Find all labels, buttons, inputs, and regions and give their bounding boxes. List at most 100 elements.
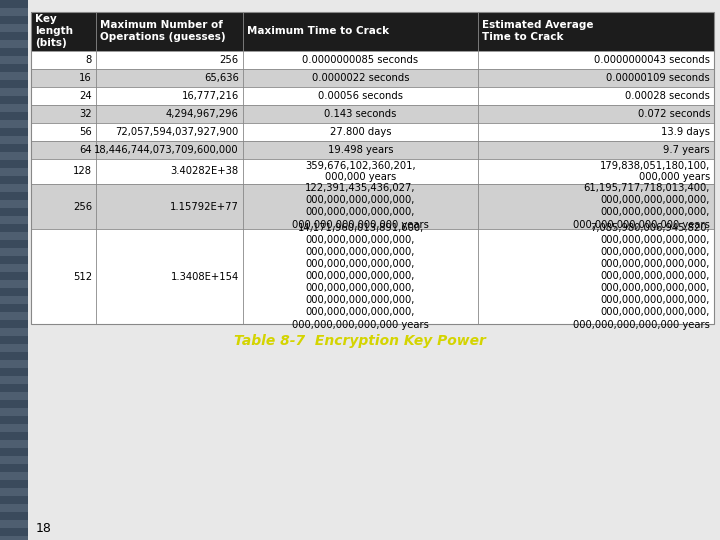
Bar (0, 408, 28, 416)
Bar (0, 368, 28, 376)
Bar (31, 141, 714, 159)
Bar (0, 312, 28, 320)
Bar (0, 160, 28, 168)
Bar (0, 144, 28, 152)
Bar (0, 176, 28, 184)
Text: 3.40282E+38: 3.40282E+38 (171, 166, 239, 177)
Bar (0, 352, 28, 360)
Text: 19.498 years: 19.498 years (328, 145, 393, 155)
Text: 359,676,102,360,201,
000,000 years: 359,676,102,360,201, 000,000 years (305, 160, 416, 183)
Bar (0, 224, 28, 232)
Text: 122,391,435,436,027,
000,000,000,000,000,
000,000,000,000,000,
000,000,000,000,0: 122,391,435,436,027, 000,000,000,000,000… (292, 184, 429, 230)
Bar (31, 229, 714, 324)
Bar (0, 344, 28, 352)
Text: 18,446,744,073,709,600,000: 18,446,744,073,709,600,000 (94, 145, 239, 155)
Bar (0, 88, 28, 96)
Bar (0, 16, 28, 24)
Bar (0, 528, 28, 536)
Text: 64: 64 (79, 145, 92, 155)
Bar (0, 320, 28, 328)
Bar (0, 448, 28, 456)
Text: 179,838,051,180,100,
000,000 years: 179,838,051,180,100, 000,000 years (600, 160, 710, 183)
Bar (31, 12, 714, 51)
Bar (0, 432, 28, 440)
Bar (0, 304, 28, 312)
Bar (0, 152, 28, 160)
Bar (0, 400, 28, 408)
Bar (0, 504, 28, 512)
Bar (0, 240, 28, 248)
Text: 16: 16 (79, 73, 92, 83)
Bar (0, 456, 28, 464)
Text: 0.0000022 seconds: 0.0000022 seconds (312, 73, 409, 83)
Bar (0, 56, 28, 64)
Bar (0, 200, 28, 208)
Text: Maximum Number of
Operations (guesses): Maximum Number of Operations (guesses) (100, 21, 225, 43)
Bar (31, 69, 714, 87)
Text: 27.800 days: 27.800 days (330, 127, 391, 137)
Text: 0.00000109 seconds: 0.00000109 seconds (606, 73, 710, 83)
Bar (0, 256, 28, 264)
Text: Table 8-7  Encryption Key Power: Table 8-7 Encryption Key Power (234, 334, 486, 348)
Bar (31, 159, 714, 184)
Bar (0, 96, 28, 104)
Bar (0, 264, 28, 272)
Text: 16,777,216: 16,777,216 (181, 91, 239, 101)
Text: 0.072 seconds: 0.072 seconds (637, 109, 710, 119)
Bar (0, 104, 28, 112)
Bar (0, 336, 28, 344)
Bar (0, 496, 28, 504)
Bar (0, 128, 28, 136)
Bar (0, 232, 28, 240)
Bar (0, 216, 28, 224)
Bar (31, 87, 714, 105)
Text: 0.00056 seconds: 0.00056 seconds (318, 91, 403, 101)
Text: 7,085,980,006,945,820,
000,000,000,000,000,
000,000,000,000,000,
000,000,000,000: 7,085,980,006,945,820, 000,000,000,000,0… (573, 224, 710, 329)
Bar (0, 64, 28, 72)
Text: 0.0000000043 seconds: 0.0000000043 seconds (594, 55, 710, 65)
Bar (0, 32, 28, 40)
Bar (0, 512, 28, 520)
Text: Maximum Time to Crack: Maximum Time to Crack (247, 26, 389, 37)
Bar (0, 416, 28, 424)
Text: 0.143 seconds: 0.143 seconds (324, 109, 397, 119)
Bar (0, 0, 28, 8)
Text: 32: 32 (79, 109, 92, 119)
Bar (0, 392, 28, 400)
Text: 512: 512 (73, 272, 92, 281)
Text: 4,294,967,296: 4,294,967,296 (166, 109, 239, 119)
Bar (0, 520, 28, 528)
Bar (0, 480, 28, 488)
Text: Key
length
(bits): Key length (bits) (35, 15, 73, 49)
Text: 0.0000000085 seconds: 0.0000000085 seconds (302, 55, 418, 65)
Text: 9.7 years: 9.7 years (663, 145, 710, 155)
Text: 8: 8 (86, 55, 92, 65)
Text: Estimated Average
Time to Crack: Estimated Average Time to Crack (482, 21, 594, 43)
Bar (0, 288, 28, 296)
Bar (0, 384, 28, 392)
Bar (0, 168, 28, 176)
Bar (0, 376, 28, 384)
Bar (0, 72, 28, 80)
Bar (0, 24, 28, 32)
Text: 65,636: 65,636 (204, 73, 239, 83)
Text: 1.15792E+77: 1.15792E+77 (170, 201, 239, 212)
Bar (31, 184, 714, 229)
Text: 56: 56 (79, 127, 92, 137)
Text: 256: 256 (220, 55, 239, 65)
Text: 128: 128 (73, 166, 92, 177)
Bar (0, 120, 28, 128)
Bar (0, 472, 28, 480)
Bar (0, 208, 28, 216)
Text: 61,195,717,718,013,400,
000,000,000,000,000,
000,000,000,000,000,
000,000,000,00: 61,195,717,718,013,400, 000,000,000,000,… (573, 184, 710, 230)
Text: 1.3408E+154: 1.3408E+154 (171, 272, 239, 281)
Bar (31, 105, 714, 123)
Bar (0, 40, 28, 48)
Bar (0, 136, 28, 144)
Bar (31, 123, 714, 141)
Bar (0, 296, 28, 304)
Bar (0, 184, 28, 192)
Text: 18: 18 (36, 522, 52, 535)
Text: 13.9 days: 13.9 days (661, 127, 710, 137)
Bar (0, 192, 28, 200)
